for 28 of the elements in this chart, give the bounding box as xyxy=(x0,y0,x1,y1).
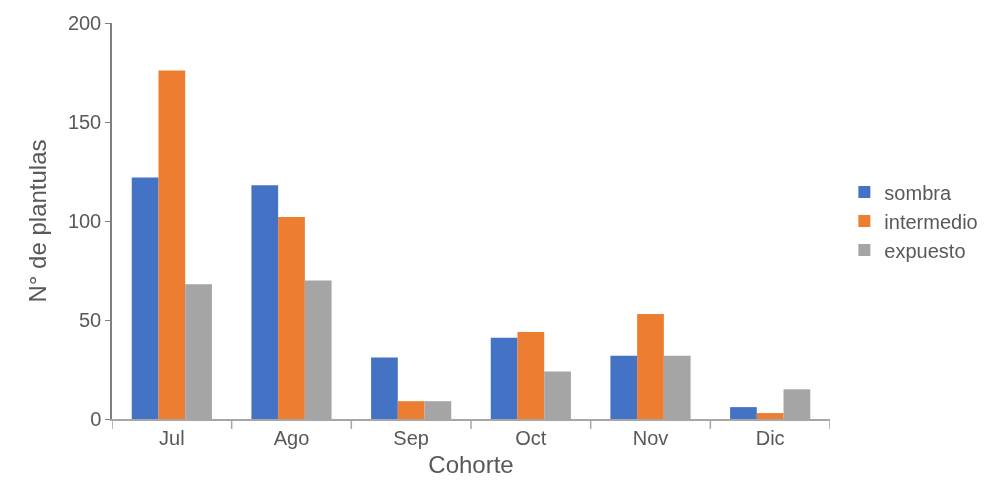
bar xyxy=(278,217,305,419)
bar xyxy=(251,185,279,419)
bar xyxy=(610,355,638,419)
legend-label: sombra xyxy=(884,181,952,204)
y-tick-label: 150 xyxy=(67,111,102,133)
legend-label: expuesto xyxy=(884,239,966,262)
x-tick-label: Sep xyxy=(393,426,429,449)
bar xyxy=(490,337,518,419)
y-tick-label: 50 xyxy=(79,309,102,331)
x-tick-label: Jul xyxy=(159,426,185,449)
y-tick-label: 200 xyxy=(67,12,102,34)
y-tick-label: 100 xyxy=(67,210,102,232)
bar xyxy=(131,177,159,419)
y-tick-label: 0 xyxy=(90,408,102,430)
legend-label: intermedio xyxy=(884,210,978,233)
x-axis-title: Cohorte xyxy=(428,450,514,478)
x-tick-label: Dic xyxy=(755,426,785,449)
bar xyxy=(730,407,757,419)
bar xyxy=(517,331,545,419)
x-tick-label: Oct xyxy=(515,426,547,449)
bar xyxy=(397,401,425,419)
bar xyxy=(158,70,186,419)
bar xyxy=(637,314,664,419)
x-tick-label: Nov xyxy=(632,426,669,449)
bar xyxy=(756,413,784,419)
x-tick-label: Ago xyxy=(273,426,310,449)
y-axis-title: N° de plantulas xyxy=(24,139,52,303)
bar xyxy=(371,357,398,419)
